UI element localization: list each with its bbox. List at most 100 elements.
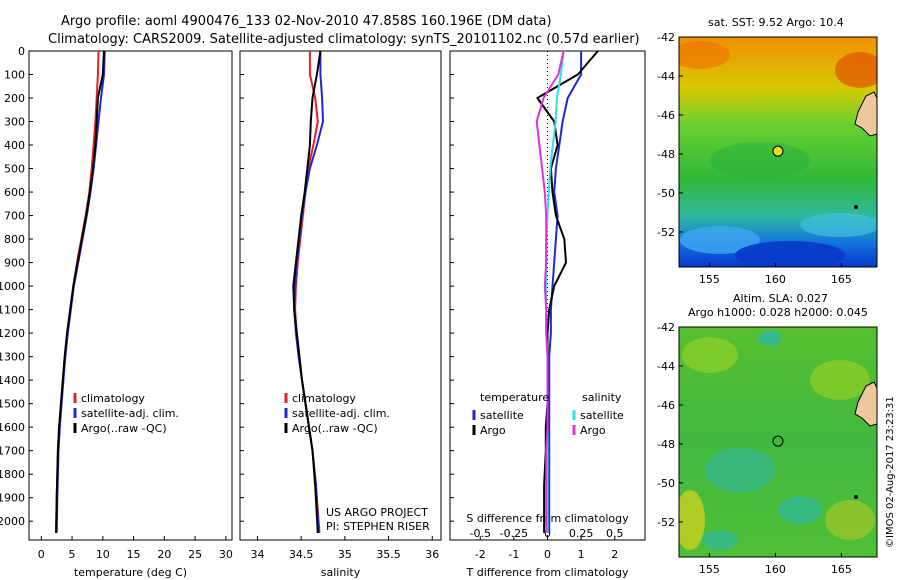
map-y-tick-label: -50 bbox=[657, 477, 675, 490]
project-annotation: US ARGO PROJECT bbox=[326, 506, 428, 519]
map-y-tick-label: -44 bbox=[657, 70, 675, 83]
legend-label: satellite bbox=[480, 409, 524, 422]
x-tick-label: 15 bbox=[127, 548, 141, 561]
sla-map-title-2: Argo h1000: 0.028 h2000: 0.045 bbox=[688, 306, 868, 319]
legend-label: satellite bbox=[580, 409, 624, 422]
legend-label: climatology bbox=[81, 392, 145, 405]
sst-island-marker bbox=[854, 205, 858, 209]
x-tick-label: 34.5 bbox=[289, 548, 314, 561]
x-tick-label: 36 bbox=[425, 548, 439, 561]
y-tick-label: 1400 bbox=[0, 374, 25, 387]
x-axis-label: salinity bbox=[321, 566, 361, 579]
sla-island-marker bbox=[854, 495, 858, 499]
difference-panel: -2 -1 0 1 2 T difference from climatology -0.5… bbox=[449, 50, 646, 579]
salinity-panel: 34 34.5 35 35.5 36 salinity climatology satelli… bbox=[239, 50, 442, 579]
temperature-panel: 0100200300400500600700800900100011001200… bbox=[0, 45, 233, 579]
y-tick-label: 1000 bbox=[0, 280, 25, 293]
x-tick-label: 25 bbox=[188, 548, 202, 561]
y-tick-label: 1800 bbox=[0, 468, 25, 481]
y-tick-label: 1100 bbox=[0, 304, 25, 317]
sla-map: Altim. SLA: 0.027 Argo h1000: 0.028 h200… bbox=[657, 292, 878, 576]
x-tick-label: 0 bbox=[544, 548, 551, 561]
x-tick-label: -1 bbox=[508, 548, 519, 561]
map-x-tick-label: 165 bbox=[831, 273, 852, 286]
series-line-argo bbox=[292, 50, 322, 533]
map-y-tick-label: -46 bbox=[657, 109, 675, 122]
float-position-marker bbox=[772, 145, 784, 157]
y-tick-label: 1300 bbox=[0, 351, 25, 364]
map-y-tick-label: -48 bbox=[657, 438, 675, 451]
x-tick-label: 34 bbox=[250, 548, 264, 561]
sst-map-axes: 155 160 165 -42 -44 -46 -48 -50 -52 bbox=[657, 31, 852, 286]
series-line-argo bbox=[55, 50, 105, 533]
plot-frame bbox=[239, 50, 442, 541]
legend-label: Argo bbox=[480, 424, 506, 437]
y-tick-label: 2000 bbox=[0, 515, 25, 528]
y-tick-label: 100 bbox=[4, 69, 25, 82]
y-tick-label: 800 bbox=[4, 233, 25, 246]
x-tick-label: 2 bbox=[611, 548, 618, 561]
s-diff-tick-label: 0.25 bbox=[569, 527, 594, 540]
legend-label: climatology bbox=[292, 392, 356, 405]
title-line-2: Climatology: CARS2009. Satellite-adjuste… bbox=[48, 32, 640, 47]
sla-map-frame bbox=[678, 326, 878, 558]
y-tick-label: 200 bbox=[4, 92, 25, 105]
sla-map-title-1: Altim. SLA: 0.027 bbox=[733, 292, 828, 305]
sst-map: sat. SST: 9.52 Argo: 10.4 155 160 165 -42 -4… bbox=[657, 16, 878, 286]
map-y-tick-label: -42 bbox=[657, 321, 675, 334]
map-x-tick-label: 160 bbox=[765, 273, 786, 286]
map-x-tick-label: 165 bbox=[831, 563, 852, 576]
y-tick-label: 400 bbox=[4, 139, 25, 152]
float-position-marker bbox=[772, 435, 784, 447]
map-x-tick-label: 155 bbox=[699, 273, 720, 286]
y-tick-label: 1500 bbox=[0, 398, 25, 411]
map-y-tick-label: -50 bbox=[657, 187, 675, 200]
s-diff-tick-label: 0 bbox=[544, 527, 551, 540]
x-tick-label: 5 bbox=[69, 548, 76, 561]
sst-map-title: sat. SST: 9.52 Argo: 10.4 bbox=[708, 16, 844, 29]
legend-label: satellite-adj. clim. bbox=[81, 407, 179, 420]
y-tick-label: 0 bbox=[18, 45, 25, 58]
y-tick-label: 1200 bbox=[0, 327, 25, 340]
y-tick-label: 1900 bbox=[0, 492, 25, 505]
map-y-tick-label: -44 bbox=[657, 360, 675, 373]
map-y-tick-label: -52 bbox=[657, 226, 675, 239]
x-tick-label: 0 bbox=[38, 548, 45, 561]
map-x-tick-label: 155 bbox=[699, 563, 720, 576]
series-line-magenta bbox=[535, 50, 565, 533]
map-y-tick-label: -42 bbox=[657, 31, 675, 44]
sst-map-texture bbox=[679, 41, 877, 267]
y-tick-label: 600 bbox=[4, 186, 25, 199]
legend-label: Argo(..raw -QC) bbox=[81, 422, 167, 435]
y-tick-label: 1600 bbox=[0, 421, 25, 434]
y-tick-label: 300 bbox=[4, 116, 25, 129]
map-x-tick-label: 160 bbox=[765, 563, 786, 576]
project-annotation: PI: STEPHEN RISER bbox=[326, 520, 430, 533]
plot-frame bbox=[28, 50, 233, 541]
y-tick-label: 1700 bbox=[0, 445, 25, 458]
legend-header-temperature: temperature bbox=[480, 391, 549, 404]
legend-header-salinity: salinity bbox=[582, 391, 622, 404]
x-tick-label: 35.5 bbox=[376, 548, 401, 561]
legend-label: satellite-adj. clim. bbox=[292, 407, 390, 420]
y-tick-label: 700 bbox=[4, 210, 25, 223]
legend-label: Argo bbox=[580, 424, 606, 437]
x-tick-label: 1 bbox=[578, 548, 585, 561]
imos-stamp: ©IMOS 02-Aug-2017 23:23:31 bbox=[885, 396, 896, 548]
sla-map-axes: 155 160 165 -42 -44 -46 -48 -50 -52 bbox=[657, 321, 852, 576]
x-tick-label: 35 bbox=[338, 548, 352, 561]
x-tick-label: 10 bbox=[96, 548, 110, 561]
map-y-tick-label: -48 bbox=[657, 148, 675, 161]
x-tick-label: 30 bbox=[219, 548, 233, 561]
series-line-satellite bbox=[548, 51, 583, 533]
s-diff-tick-label: -0.25 bbox=[500, 527, 528, 540]
sst-map-frame bbox=[678, 36, 878, 268]
x-axis-label: temperature (deg C) bbox=[74, 566, 187, 579]
x-tick-label: 20 bbox=[157, 548, 171, 561]
y-tick-label: 900 bbox=[4, 257, 25, 270]
x-axis-label: T difference from climatology bbox=[466, 566, 629, 579]
sla-map-texture bbox=[679, 330, 875, 550]
y-tick-label: 500 bbox=[4, 163, 25, 176]
map-y-tick-label: -52 bbox=[657, 516, 675, 529]
